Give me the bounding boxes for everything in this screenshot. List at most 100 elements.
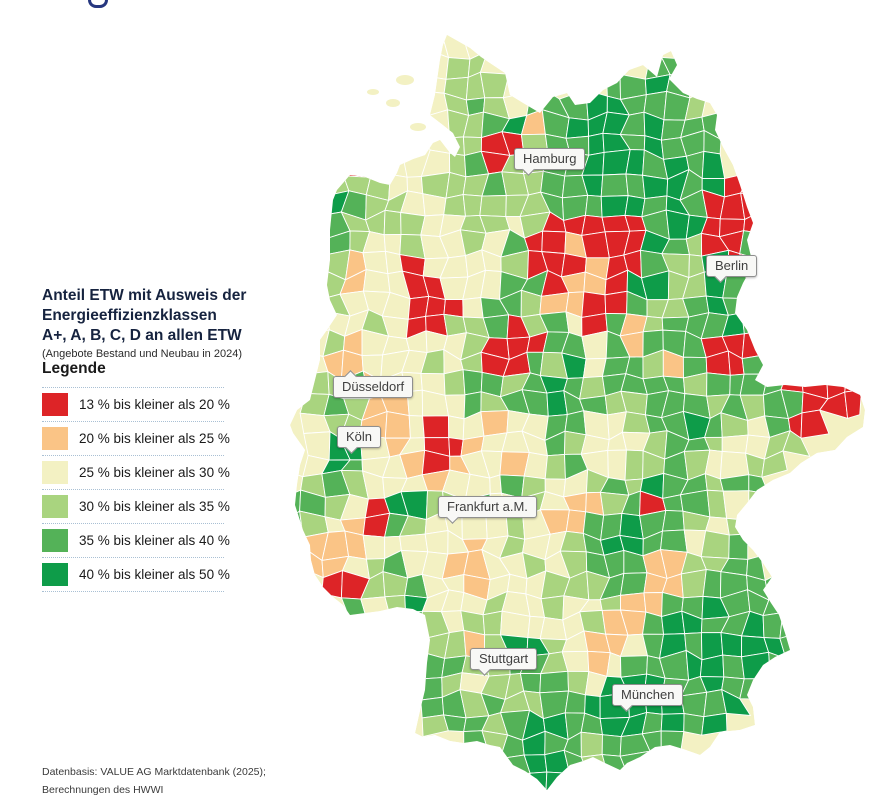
source-note: Datenbasis: VALUE AG Marktdatenbank (202… (42, 763, 266, 799)
legend: Legende 13 % bis kleiner als 20 % 20 % b… (42, 360, 230, 592)
district-cell (680, 691, 708, 718)
district-cell (403, 628, 421, 661)
district-cell (420, 696, 445, 719)
district-cell (600, 173, 629, 197)
district-cell (581, 291, 607, 318)
district-cell (420, 677, 443, 701)
district-cell (779, 611, 809, 639)
district-cell (740, 172, 767, 199)
district-cell (625, 173, 646, 200)
city-label-stuttgart: Stuttgart (470, 648, 538, 670)
district-cell (419, 109, 451, 139)
district-cell (519, 672, 542, 694)
district-cell (462, 369, 483, 396)
district-cell (642, 174, 669, 200)
district-cell (422, 415, 450, 439)
district-cell (482, 610, 503, 636)
district-cell (564, 690, 586, 714)
district-cell (581, 330, 608, 360)
district-cell (741, 312, 771, 335)
district-cell (423, 35, 450, 59)
district-cell (565, 117, 590, 139)
district-cell (403, 610, 423, 641)
district-cell (782, 430, 811, 457)
city-label-koeln: Köln (337, 426, 382, 448)
district-cell (448, 415, 465, 441)
district-cell (741, 651, 771, 680)
district-cell (481, 730, 509, 760)
district-cell (748, 490, 770, 522)
legend-swatch-red (42, 393, 68, 416)
district-cell (721, 688, 752, 716)
city-label-hamburg: Hamburg (514, 148, 586, 170)
district-cell (601, 734, 622, 757)
district-cell (424, 529, 449, 555)
map-title-block: Anteil ETW mit Ausweis der Energieeffizi… (42, 286, 272, 360)
district-cell (449, 136, 465, 156)
district-cell (620, 655, 648, 678)
district-cell (642, 315, 664, 333)
district-cell (604, 290, 628, 315)
legend-swatch-orange (42, 427, 68, 450)
district-cell (844, 389, 862, 419)
district-cell (420, 133, 451, 154)
district-cell (341, 150, 372, 178)
legend-swatch-mediumgreen (42, 529, 68, 552)
district-cell (620, 592, 647, 613)
map-title-line3: A+, A, B, C, D an allen ETW (42, 327, 242, 344)
district-cell (580, 731, 603, 758)
district-cell (443, 194, 466, 217)
district-cell (399, 533, 429, 553)
legend-label: 20 % bis kleiner als 25 % (79, 431, 230, 446)
district-cell (785, 349, 809, 375)
legend-row: 20 % bis kleiner als 25 % (42, 421, 230, 455)
district-cell (739, 678, 771, 700)
district-cell (780, 652, 810, 679)
district-cell (660, 730, 685, 756)
cropped-heading-fragment (88, 0, 108, 8)
legend-swatch-lightgreen (42, 495, 68, 518)
district-cell (760, 255, 787, 276)
district-cell (624, 195, 646, 218)
district-cell (766, 329, 790, 356)
legend-row: 25 % bis kleiner als 30 % (42, 455, 230, 489)
legend-label: 40 % bis kleiner als 50 % (79, 567, 230, 582)
district-cell (540, 595, 565, 621)
district-cell (588, 132, 605, 156)
district-cell (661, 509, 685, 532)
island-shape (410, 123, 426, 131)
district-cell (303, 292, 329, 317)
legend-label: 25 % bis kleiner als 30 % (79, 465, 230, 480)
island-shape (396, 75, 414, 85)
district-cell (365, 154, 391, 178)
city-label-muenchen: München (612, 684, 684, 706)
district-cell (600, 195, 629, 218)
district-cell (425, 295, 446, 317)
district-cell (584, 194, 603, 218)
district-cell (722, 654, 745, 680)
district-cell (384, 411, 411, 439)
island-shape (367, 89, 379, 95)
legend-swatch-darkgreen (42, 563, 68, 586)
district-cell (726, 517, 750, 536)
island-shape (386, 99, 400, 107)
district-cell (680, 568, 707, 599)
district-cell (398, 650, 422, 680)
district-cell (683, 713, 705, 736)
district-cell (362, 534, 386, 560)
district-cell (728, 533, 749, 560)
district-cell (661, 316, 690, 332)
district-cell (780, 373, 804, 393)
district-cell (800, 409, 830, 439)
district-cell (607, 449, 627, 481)
district-cell (706, 372, 731, 397)
district-cell (422, 75, 447, 94)
district-cell (660, 529, 688, 553)
district-cell (741, 329, 771, 360)
district-cell (565, 509, 587, 534)
district-cell (480, 410, 509, 437)
district-cell (624, 449, 644, 481)
district-cell (479, 71, 510, 99)
district-cell (290, 536, 308, 557)
district-cell (766, 352, 787, 375)
